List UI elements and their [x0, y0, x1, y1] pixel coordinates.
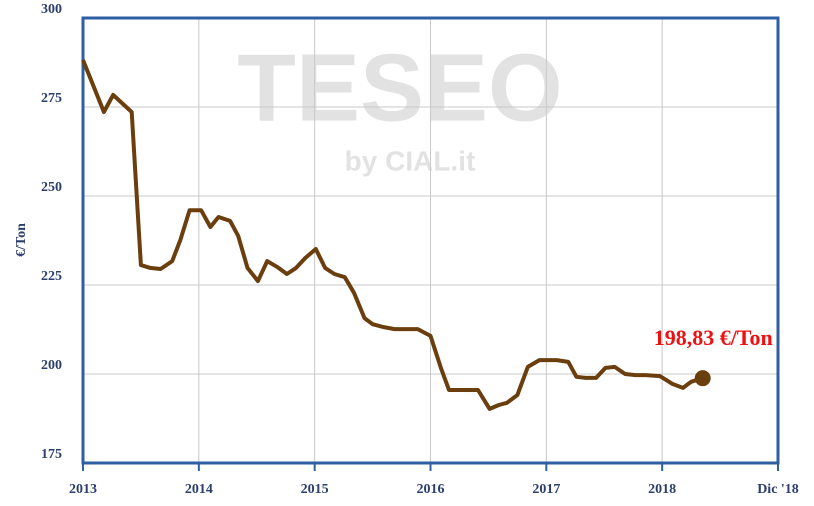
line: [81, 59, 704, 411]
y-tick-label: 200: [41, 358, 62, 373]
plot-frame: [81, 16, 780, 465]
y-tick-label: 275: [41, 91, 62, 106]
x-tick-label: 2018: [648, 482, 676, 497]
x-tick-label: 2014: [185, 482, 213, 497]
watermark-sub: by CIAL.it: [345, 145, 476, 176]
x-tick-label: 2015: [301, 482, 329, 497]
y-tick-label: 225: [41, 269, 62, 284]
x-tick-label: Dic '18: [757, 482, 799, 497]
x-tick-label: 2017: [532, 482, 560, 497]
x-tick-label: 2013: [69, 482, 97, 497]
annotation: 198,83 €/Ton: [654, 325, 773, 350]
end-marker: [694, 370, 711, 387]
y-axis-label: €/Ton: [14, 223, 29, 257]
x-tick-label: 2016: [417, 482, 445, 497]
y-tick-label: 250: [41, 180, 62, 195]
y-tick-label: 300: [41, 2, 62, 17]
y-tick-label: 175: [41, 447, 62, 462]
watermark: TESEO: [237, 34, 562, 141]
